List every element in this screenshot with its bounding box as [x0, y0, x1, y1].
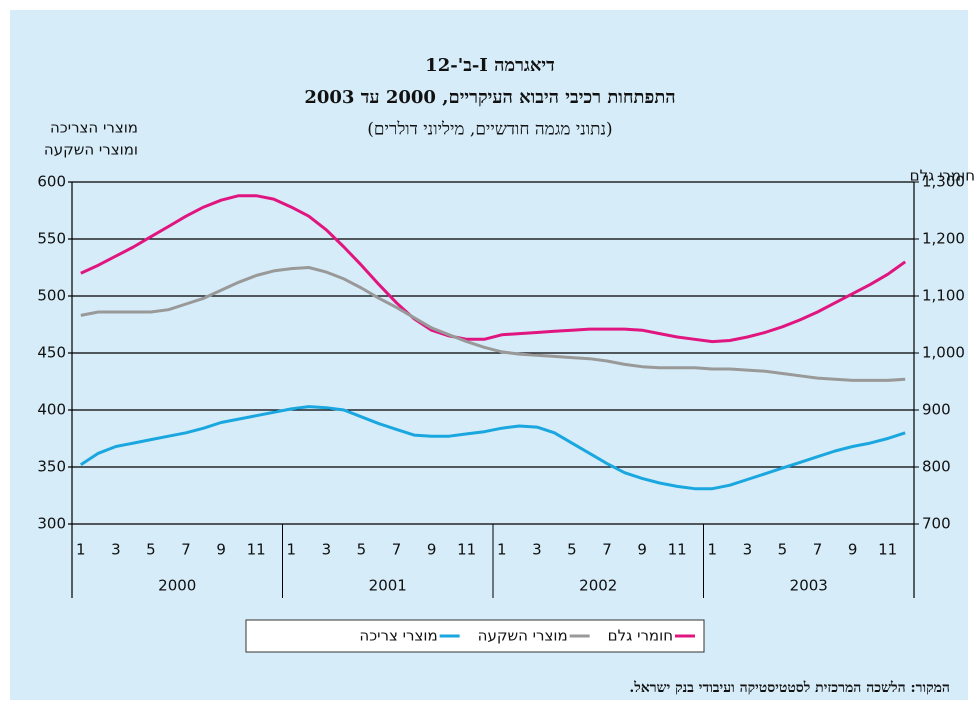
y2-tick-label: 700	[922, 515, 951, 533]
y2-tick-label: 1,000	[922, 344, 965, 362]
x-tick-label: 1	[497, 541, 507, 559]
y-tick-label: 400	[37, 401, 66, 419]
source: המקור: הלשכה המרכזית לסטטיסטיקה ועיבודי …	[629, 680, 950, 696]
y-tick-label: 300	[37, 515, 66, 533]
x-tick-label: 7	[602, 541, 612, 559]
x-tick-label: 1	[286, 541, 296, 559]
y-tick-label: 350	[37, 458, 66, 476]
legend-label: מוצרי השקעה	[478, 627, 568, 645]
series-line	[80, 266, 906, 382]
x-tick-label: 11	[457, 541, 476, 559]
x-tick-label: 5	[567, 541, 577, 559]
y-axis-label: מוצרי הצריכה	[50, 119, 138, 137]
x-tick-label: 3	[111, 541, 121, 559]
chart-subtitle: התפתחות רכיבי היבוא העיקריים, 2000 עד 20…	[304, 87, 675, 108]
x-tick-label: 11	[247, 541, 266, 559]
y2-tick-label: 1,300	[922, 173, 965, 191]
year-label: 2003	[790, 577, 828, 595]
x-tick-label: 11	[878, 541, 897, 559]
x-tick-label: 7	[392, 541, 402, 559]
x-tick-label: 11	[668, 541, 687, 559]
year-label: 2002	[579, 577, 617, 595]
y2-tick-label: 1,200	[922, 230, 965, 248]
x-tick-label: 9	[427, 541, 437, 559]
y-tick-label: 550	[37, 230, 66, 248]
legend-label: מוצרי צריכה	[359, 627, 437, 645]
x-tick-label: 7	[181, 541, 191, 559]
x-tick-label: 5	[146, 541, 156, 559]
year-label: 2000	[158, 577, 196, 595]
x-tick-label: 3	[532, 541, 542, 559]
x-tick-label: 1	[76, 541, 86, 559]
x-tick-label: 9	[848, 541, 858, 559]
legend	[245, 619, 705, 653]
x-tick-label: 3	[743, 541, 753, 559]
x-tick-label: 1	[707, 541, 717, 559]
y2-axis-label: חומרי גלם	[910, 167, 975, 185]
y-tick-label: 450	[37, 344, 66, 362]
x-tick-label: 9	[637, 541, 647, 559]
x-tick-label: 9	[216, 541, 226, 559]
series-line	[80, 194, 907, 344]
chart-title: דיאגרמה I-ב'-12	[425, 55, 555, 76]
y-axis-label: ומוצרי השקעה	[44, 141, 138, 159]
x-tick-label: 7	[813, 541, 823, 559]
y2-tick-label: 900	[922, 401, 951, 419]
year-label: 2001	[369, 577, 407, 595]
chart-note: (נתוני מגמה חודשיים, מיליוני דולרים)	[367, 120, 612, 140]
y-tick-label: 500	[37, 287, 66, 305]
panel	[10, 10, 968, 700]
y2-tick-label: 1,100	[922, 287, 965, 305]
x-tick-label: 3	[322, 541, 332, 559]
legend-label: חומרי גלם	[608, 627, 673, 645]
x-tick-label: 5	[778, 541, 788, 559]
series-line	[79, 405, 906, 491]
y2-tick-label: 800	[922, 458, 951, 476]
x-tick-label: 5	[357, 541, 367, 559]
y-tick-label: 600	[37, 173, 66, 191]
